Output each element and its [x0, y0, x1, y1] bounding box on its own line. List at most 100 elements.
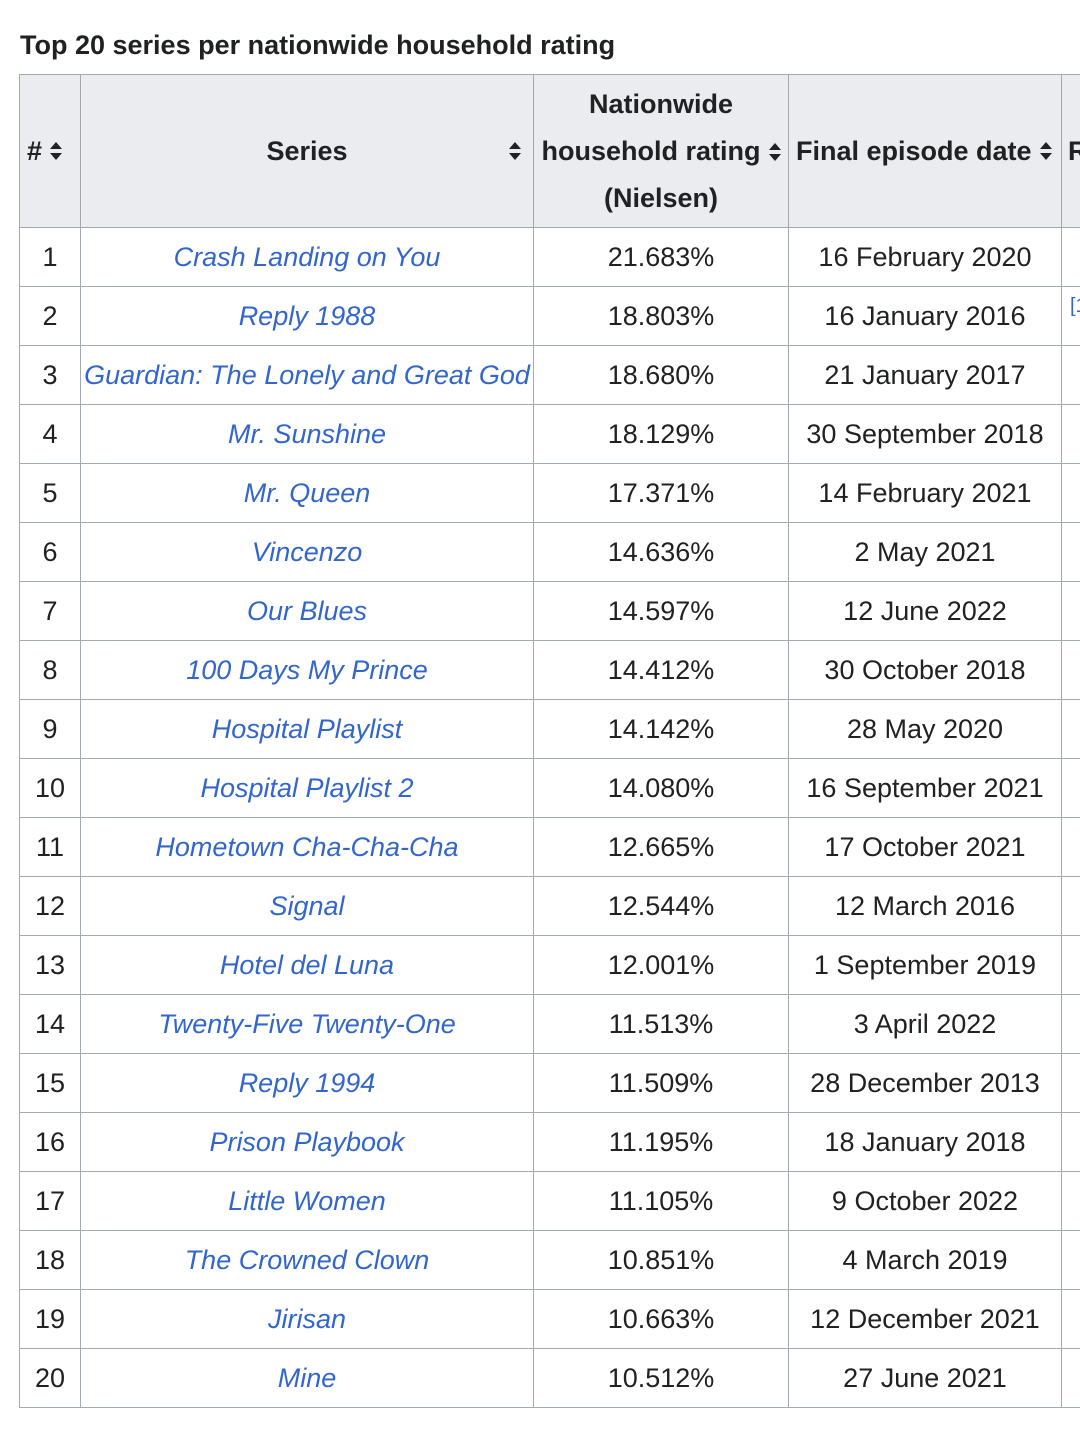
ref-cell [1061, 1112, 1080, 1172]
ratings-table-wrapper[interactable]: # Series Nationwide hous [19, 74, 1080, 1414]
series-link[interactable]: Hometown Cha-Cha-Cha [155, 831, 459, 862]
ref-cell [1061, 935, 1080, 995]
sort-icon[interactable] [50, 142, 63, 160]
rating-cell: 14.080% [533, 758, 789, 818]
rating-cell: 11.195% [533, 1112, 789, 1172]
series-cell: Reply 1994 [80, 1053, 534, 1113]
series-link[interactable]: The Crowned Clown [184, 1244, 430, 1275]
series-cell: Mr. Queen [80, 463, 534, 523]
series-cell: Guardian: The Lonely and Great God [80, 345, 534, 405]
rating-cell: 18.803% [533, 286, 789, 346]
rating-cell: 12.544% [533, 876, 789, 936]
series-cell: Jirisan [80, 1289, 534, 1349]
series-link[interactable]: Guardian: The Lonely and Great God [84, 359, 530, 390]
final-episode-date-cell: 30 September 2018 [788, 404, 1062, 464]
series-link[interactable]: Mr. Queen [243, 477, 371, 508]
table-row: 4 Mr. Sunshine 18.129% 30 September 2018 [19, 404, 1080, 464]
sort-icon[interactable] [509, 142, 521, 160]
rating-cell: 18.680% [533, 345, 789, 405]
column-header-series[interactable]: Series [80, 74, 534, 228]
rating-cell: 12.665% [533, 817, 789, 877]
final-episode-date-cell: 28 December 2013 [788, 1053, 1062, 1113]
rating-cell: 14.597% [533, 581, 789, 641]
rank-cell: 12 [19, 876, 81, 936]
ref-cell [1061, 640, 1080, 700]
series-link[interactable]: 100 Days My Prince [186, 654, 428, 685]
column-header-ref[interactable]: R [1061, 74, 1080, 228]
column-header-rating-line2: household rating [541, 135, 761, 166]
rank-cell: 2 [19, 286, 81, 346]
final-episode-date-cell: 18 January 2018 [788, 1112, 1062, 1172]
final-episode-date-cell: 3 April 2022 [788, 994, 1062, 1054]
rating-cell: 18.129% [533, 404, 789, 464]
table-row: 20 Mine 10.512% 27 June 2021 [19, 1348, 1080, 1408]
series-cell: Reply 1988 [80, 286, 534, 346]
series-link[interactable]: Prison Playbook [209, 1126, 405, 1157]
rank-cell: 5 [19, 463, 81, 523]
series-cell: 100 Days My Prince [80, 640, 534, 700]
series-link[interactable]: Hospital Playlist [211, 713, 403, 744]
final-episode-date-cell: 16 September 2021 [788, 758, 1062, 818]
column-header-rank[interactable]: # [19, 74, 81, 228]
series-link[interactable]: Little Women [228, 1185, 386, 1216]
series-link[interactable]: Hospital Playlist 2 [200, 772, 414, 803]
table-row: 19 Jirisan 10.663% 12 December 2021 [19, 1289, 1080, 1349]
ref-cell [1061, 1053, 1080, 1113]
ref-cell [1061, 817, 1080, 877]
column-header-ref-label: R [1068, 128, 1080, 175]
table-header-row: # Series Nationwide hous [19, 74, 1080, 228]
reference-link[interactable]: [1 [1070, 295, 1080, 317]
series-link[interactable]: Jirisan [267, 1303, 347, 1334]
rating-cell: 17.371% [533, 463, 789, 523]
ref-cell [1061, 581, 1080, 641]
column-header-rating[interactable]: Nationwide household rating (Nielsen) [533, 74, 789, 228]
series-link[interactable]: Mr. Sunshine [227, 418, 387, 449]
ref-cell [1061, 1289, 1080, 1349]
series-cell: Mr. Sunshine [80, 404, 534, 464]
series-cell: Hometown Cha-Cha-Cha [80, 817, 534, 877]
series-cell: Signal [80, 876, 534, 936]
table-row: 9 Hospital Playlist 14.142% 28 May 2020 [19, 699, 1080, 759]
series-link[interactable]: Vincenzo [251, 536, 363, 567]
rank-cell: 16 [19, 1112, 81, 1172]
rank-cell: 14 [19, 994, 81, 1054]
rank-cell: 4 [19, 404, 81, 464]
rank-cell: 15 [19, 1053, 81, 1113]
series-link[interactable]: Reply 1994 [238, 1067, 376, 1098]
rating-cell: 12.001% [533, 935, 789, 995]
series-link[interactable]: Mine [277, 1362, 337, 1393]
ref-cell: [1 [1061, 286, 1080, 346]
table-row: 5 Mr. Queen 17.371% 14 February 2021 [19, 463, 1080, 523]
table-row: 10 Hospital Playlist 2 14.080% 16 September… [19, 758, 1080, 818]
series-cell: Prison Playbook [80, 1112, 534, 1172]
series-link[interactable]: Twenty-Five Twenty-One [158, 1008, 456, 1039]
rank-cell: 3 [19, 345, 81, 405]
table-row: 17 Little Women 11.105% 9 October 2022 [19, 1171, 1080, 1231]
series-link[interactable]: Reply 1988 [238, 300, 376, 331]
ref-cell [1061, 463, 1080, 523]
final-episode-date-cell: 12 March 2016 [788, 876, 1062, 936]
sort-icon[interactable] [1039, 142, 1052, 160]
final-episode-date-cell: 12 December 2021 [788, 1289, 1062, 1349]
final-episode-date-cell: 4 March 2019 [788, 1230, 1062, 1290]
table-row: 13 Hotel del Luna 12.001% 1 September 2019 [19, 935, 1080, 995]
ref-cell [1061, 758, 1080, 818]
table-row: 3 Guardian: The Lonely and Great God 18.68… [19, 345, 1080, 405]
rating-cell: 11.105% [533, 1171, 789, 1231]
rank-cell: 17 [19, 1171, 81, 1231]
table-caption: Top 20 series per nationwide household r… [20, 30, 616, 60]
series-cell: Our Blues [80, 581, 534, 641]
sort-icon[interactable] [768, 143, 781, 162]
column-header-series-label: Series [266, 135, 348, 166]
ref-cell [1061, 404, 1080, 464]
series-link[interactable]: Hotel del Luna [219, 949, 395, 980]
rating-cell: 11.509% [533, 1053, 789, 1113]
series-link[interactable]: Signal [269, 890, 345, 921]
column-header-final-episode-date[interactable]: Final episode date [788, 74, 1062, 228]
rank-cell: 13 [19, 935, 81, 995]
series-cell: Hospital Playlist [80, 699, 534, 759]
series-link[interactable]: Our Blues [246, 595, 368, 626]
series-link[interactable]: Crash Landing on You [173, 241, 441, 272]
rank-cell: 1 [19, 227, 81, 287]
table-body: 1 Crash Landing on You 21.683% 16 February … [19, 227, 1080, 1408]
